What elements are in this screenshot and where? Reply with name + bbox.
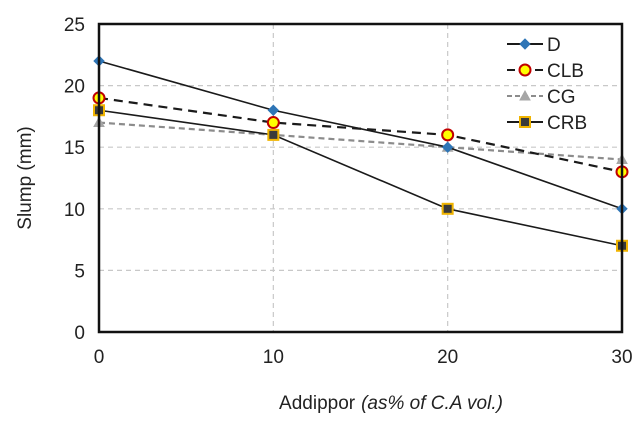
legend-label-cg: CG (547, 87, 576, 108)
x-axis-label: Addippor (as% of C.A vol.) (279, 393, 503, 414)
data-point-crb (441, 202, 454, 215)
series-line-cg (98, 121, 623, 161)
series-line-crb (98, 109, 623, 247)
legend-item-cg: CG (507, 87, 576, 108)
y-tick-label: 5 (74, 261, 85, 282)
y-tick-labels: 0 5 10 15 20 25 (64, 15, 85, 344)
x-axis-label-main: Addippor (279, 393, 356, 414)
data-point-crb (267, 128, 280, 141)
y-tick-label: 10 (64, 200, 85, 221)
x-tick-label: 10 (263, 347, 284, 368)
plot-border (97, 22, 624, 334)
data-point-d (441, 141, 454, 153)
data-point-clb (266, 116, 280, 130)
series-line-d (98, 60, 623, 210)
series-line-clb (98, 96, 623, 173)
legend-item-d: D (507, 35, 561, 56)
legend-label-d: D (547, 35, 561, 56)
y-tick-label: 15 (64, 138, 85, 159)
series-d (93, 55, 628, 215)
legend-marker-clb (518, 63, 532, 77)
gridlines (99, 24, 622, 332)
data-point-clb (441, 128, 455, 142)
legend-marker-crb (519, 116, 531, 128)
y-tick-label: 20 (64, 77, 85, 98)
x-tick-label: 20 (437, 347, 458, 368)
legend-label-clb: CLB (547, 61, 584, 82)
legend-marker-d (519, 38, 531, 50)
y-axis-label: Slump (mm) (15, 126, 36, 229)
x-tick-labels: 0 10 20 30 (94, 347, 633, 368)
legend-label-crb: CRB (547, 113, 587, 134)
x-tick-label: 30 (611, 347, 632, 368)
y-tick-label: 25 (64, 15, 85, 36)
legend-item-clb: CLB (507, 61, 584, 82)
legend-marker-cg (519, 89, 531, 101)
x-axis-label-unit: (as% of C.A vol.) (361, 393, 503, 414)
plot-frame (97, 22, 624, 334)
legend-item-crb: CRB (507, 113, 587, 134)
y-tick-label: 0 (74, 323, 85, 344)
data-point-d (267, 104, 280, 116)
x-tick-label: 0 (94, 347, 105, 368)
legend: D CLB CG CRB (507, 35, 587, 134)
